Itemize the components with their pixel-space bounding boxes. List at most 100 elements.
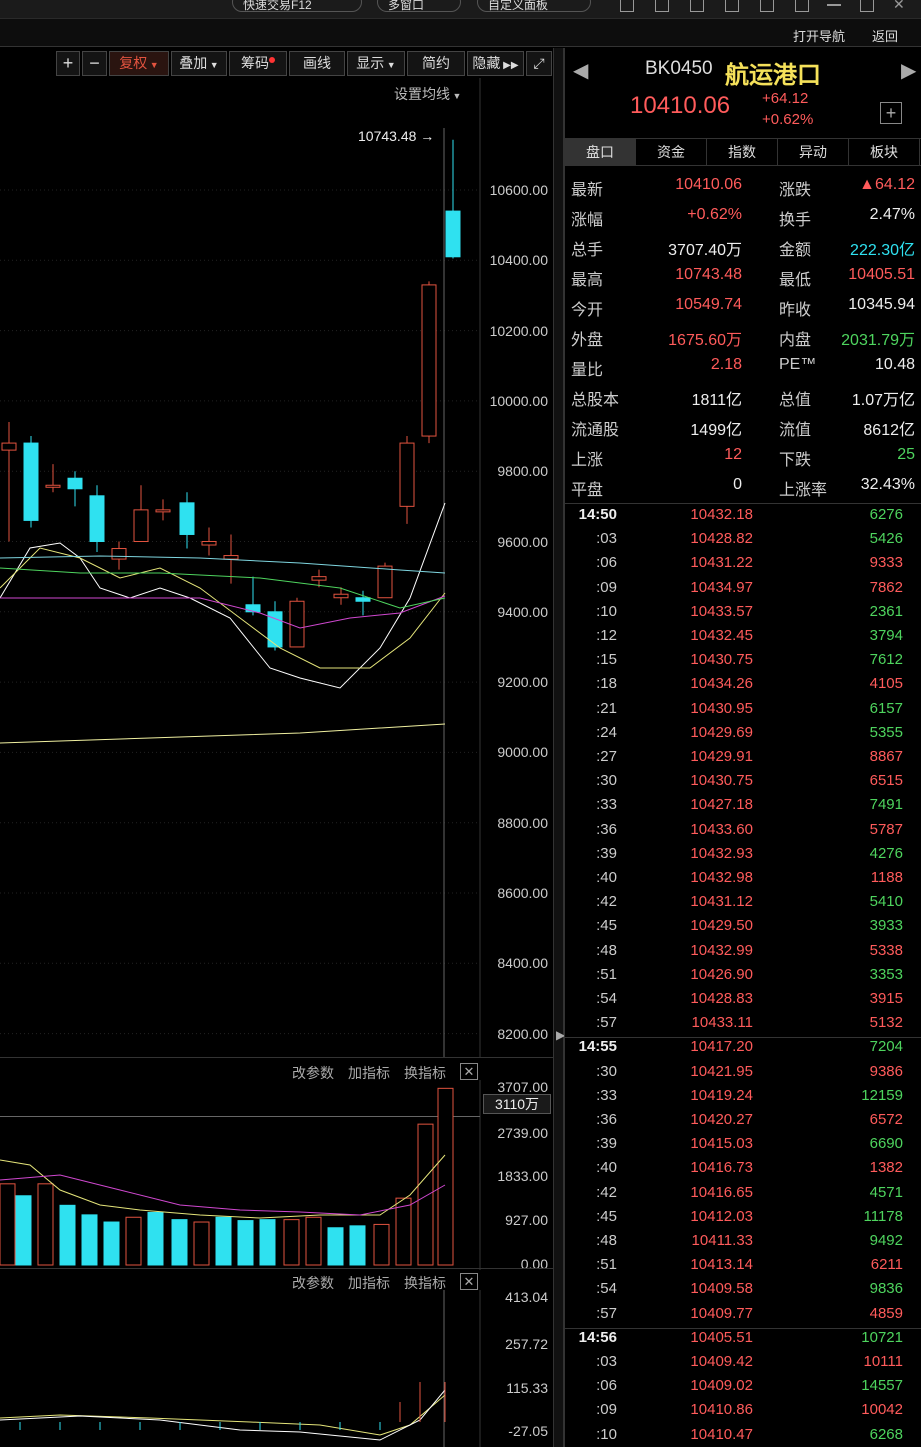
- panel-splitter[interactable]: ▶: [553, 48, 566, 1447]
- next-stock-icon[interactable]: ▶: [901, 60, 917, 82]
- tick-row: :45 10429.50 3933: [565, 917, 921, 941]
- tick-time: :39: [596, 844, 617, 862]
- tick-time: :12: [596, 627, 617, 644]
- pin-icon[interactable]: [620, 0, 634, 12]
- tick-row: 14:50 10432.18 6276: [565, 506, 921, 530]
- fuquan-button[interactable]: 复权 ▼: [109, 51, 169, 76]
- volume-bar: [259, 1219, 276, 1266]
- tab-zhishu[interactable]: 指数: [707, 139, 778, 166]
- price-tick-label: 9800.00: [497, 463, 548, 480]
- macd-tick-label: 257.72: [505, 1336, 548, 1353]
- tick-price: 10413.14: [690, 1256, 753, 1274]
- quote-label: 流通股: [571, 422, 620, 439]
- volume-switch-indicator-button[interactable]: 换指标: [404, 1065, 446, 1081]
- quote-value: +0.62%: [687, 206, 742, 223]
- volume-bar: [237, 1220, 254, 1266]
- quote-label: 流值: [779, 422, 812, 439]
- tick-time: :48: [596, 941, 617, 959]
- tick-volume: 5132: [869, 1014, 903, 1032]
- volume-params-button[interactable]: 改参数: [292, 1065, 334, 1081]
- tick-volume: 12159: [861, 1086, 903, 1104]
- volume-chart[interactable]: [0, 1080, 553, 1270]
- tick-volume: 1188: [870, 869, 903, 886]
- quick-trade-label: 快速交易F12: [243, 0, 312, 12]
- open-nav-button[interactable]: 打开导航: [793, 29, 846, 44]
- display-button[interactable]: 显示 ▼: [347, 51, 405, 76]
- chip-label: 筹码: [241, 55, 269, 71]
- fullscreen-icon[interactable]: ⤢: [526, 51, 552, 76]
- macd-add-indicator-button[interactable]: 加指标: [348, 1275, 390, 1291]
- quote-tabs: 盘口 资金 指数 异动 板块: [565, 138, 921, 166]
- tab-pankou[interactable]: 盘口: [565, 139, 636, 166]
- close-icon[interactable]: ✕: [460, 1063, 478, 1080]
- high-price-value: 10743.48: [358, 128, 417, 144]
- screenshot-icon[interactable]: [655, 0, 669, 12]
- tick-time: :09: [596, 1401, 617, 1419]
- quote-value: 12: [724, 446, 742, 463]
- tick-row: :42 10416.65 4571: [565, 1184, 921, 1208]
- tick-time: 14:50: [578, 506, 617, 523]
- back-button[interactable]: 返回: [872, 29, 899, 44]
- volume-bar: [147, 1211, 164, 1266]
- quote-label: PE™: [779, 356, 817, 373]
- tick-row: :39 10415.03 6690: [565, 1135, 921, 1159]
- tick-volume: 4571: [869, 1183, 903, 1201]
- volume-tick-label: 2739.00: [497, 1125, 548, 1142]
- tick-volume: 1382: [869, 1159, 903, 1177]
- refresh-icon[interactable]: [725, 0, 739, 12]
- collapse-arrow-icon[interactable]: ▶: [556, 1028, 566, 1042]
- macd-params-button[interactable]: 改参数: [292, 1275, 334, 1291]
- chevron-down-icon: ▼: [450, 91, 462, 101]
- multi-window-button[interactable]: 多窗口: [377, 0, 461, 12]
- tick-row: :33 10427.18 7491: [565, 796, 921, 820]
- volume-add-indicator-button[interactable]: 加指标: [348, 1065, 390, 1081]
- tick-volume: 6268: [869, 1425, 903, 1443]
- maximize-icon[interactable]: [860, 0, 874, 12]
- zoom-in-button[interactable]: +: [56, 51, 80, 76]
- add-watchlist-icon[interactable]: +: [880, 102, 902, 124]
- price-change: +64.12: [762, 90, 809, 107]
- quote-label: 昨收: [779, 302, 812, 319]
- macd-switch-indicator-button[interactable]: 换指标: [404, 1275, 446, 1291]
- close-icon[interactable]: ✕: [460, 1273, 478, 1290]
- tick-time: :15: [596, 651, 617, 669]
- minimize-icon[interactable]: [827, 0, 841, 6]
- quote-value: 1675.60万: [668, 332, 742, 349]
- close-icon[interactable]: ✕: [893, 0, 905, 12]
- volume-bar: [125, 1216, 142, 1266]
- tab-bankuai[interactable]: 板块: [849, 139, 920, 166]
- simple-mode-button[interactable]: 简约: [407, 51, 465, 76]
- tick-time: :06: [596, 1377, 617, 1395]
- candle: [333, 593, 349, 599]
- chip-distribution-button[interactable]: 筹码: [229, 51, 287, 76]
- price-tick-label: 8200.00: [497, 1025, 548, 1042]
- tick-price: 10417.20: [690, 1038, 753, 1056]
- quote-row: 外盘 1675.60万 内盘 2031.79万: [565, 321, 921, 351]
- zoom-out-button[interactable]: −: [82, 51, 107, 76]
- price-tick-label: 9600.00: [497, 533, 548, 550]
- tick-row: :09 10434.97 7862: [565, 579, 921, 603]
- quick-trade-button[interactable]: 快速交易F12: [232, 0, 362, 12]
- hide-button[interactable]: 隐藏 ▶▶: [467, 51, 524, 76]
- arrow-right-icon: →: [420, 128, 435, 144]
- kline-chart[interactable]: [0, 78, 553, 1058]
- prev-stock-icon[interactable]: ◀: [573, 60, 589, 82]
- tick-volume: 9333: [869, 554, 903, 572]
- macd-chart[interactable]: [0, 1290, 553, 1447]
- quote-value: 25: [897, 446, 915, 463]
- tab-zijin[interactable]: 资金: [636, 139, 707, 166]
- quote-label: 下跌: [779, 452, 812, 469]
- tick-time: :51: [596, 1256, 617, 1274]
- tick-price: 10431.12: [690, 893, 753, 911]
- tablet-icon[interactable]: [760, 0, 774, 12]
- message-icon[interactable]: [795, 0, 809, 12]
- tab-yidong[interactable]: 异动: [778, 139, 849, 166]
- skin-icon[interactable]: [690, 0, 704, 12]
- quote-value: 10.48: [874, 356, 915, 373]
- ma-settings-button[interactable]: 设置均线 ▼: [394, 84, 461, 104]
- overlay-button[interactable]: 叠加 ▼: [171, 51, 227, 76]
- draw-line-button[interactable]: 画线: [289, 51, 345, 76]
- quote-value: 1499亿: [690, 422, 742, 439]
- custom-panel-button[interactable]: 自定义面板: [477, 0, 591, 12]
- tick-price: 10433.57: [690, 602, 753, 620]
